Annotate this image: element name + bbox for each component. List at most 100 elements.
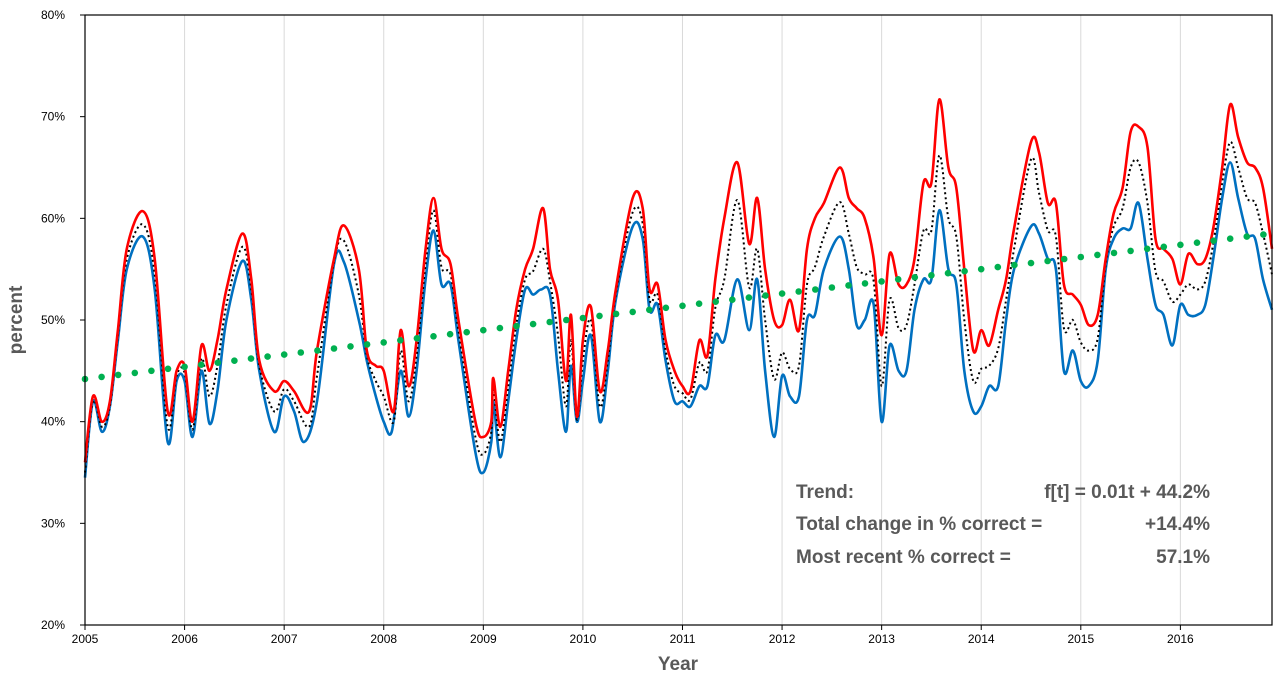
trend-point [148,367,155,375]
trend-point [579,314,587,322]
trend-point [646,306,653,314]
trend-point [944,269,952,277]
trend-point [961,267,968,275]
y-tick-label-80%: 80% [41,8,65,22]
trend-point [1243,233,1251,240]
trend-point [231,357,238,365]
trend-point [861,280,869,287]
trend-point [894,276,902,283]
trend-point [480,326,487,334]
trend-point [1210,237,1217,244]
trend-point [812,286,819,293]
trend-point [1177,241,1184,249]
trend-point [977,265,985,273]
x-tick-label-2016: 2016 [1167,632,1194,646]
trend-point [612,310,620,318]
trend-point [463,328,471,336]
y-tick-label-20%: 20% [41,618,65,632]
trend-point [729,296,736,304]
trend-point [280,351,288,358]
trend-point [596,312,603,320]
x-tick-label-2014: 2014 [968,632,995,646]
y-tick-label-70%: 70% [41,110,65,124]
x-tick-label-2015: 2015 [1067,632,1094,646]
annotation-most-recent-value: 57.1% [1156,547,1210,568]
trend-point [297,349,305,356]
trend-point [1011,261,1018,269]
trend-point [795,288,802,295]
x-tick-label-2008: 2008 [370,632,397,646]
annotation-total-change-label: Total change in % correct = [796,514,1042,535]
series-black-dotted-line [84,141,1273,473]
trend-point [397,337,404,344]
trend-point [446,330,454,338]
trend-point [712,298,719,306]
trend-point [1127,247,1134,255]
trend-point [546,318,553,326]
series-group [81,98,1274,478]
series-red-line [83,98,1274,463]
trend-point [1160,243,1168,251]
series-blue-line [83,161,1274,478]
x-tick-label-2007: 2007 [271,632,298,646]
trend-point [563,316,570,324]
trend-point [131,369,139,377]
trend-point [662,304,670,312]
annotation-most-recent-label: Most recent % correct = [796,547,1011,568]
trend-point [413,335,421,342]
trend-point [695,300,703,308]
trend-point [828,284,836,291]
trend-point [1110,249,1118,257]
x-tick-label-2013: 2013 [868,632,895,646]
y-axis-ticks: 20% 30% 40% 50% 60% 70% 80% [41,8,85,632]
trend-point [1044,257,1051,265]
x-tick-label-2005: 2005 [72,632,99,646]
trend-point [1226,235,1234,242]
trend-point [762,292,769,299]
trend-point [330,345,338,352]
x-axis-title: Year [658,654,699,675]
trend-point [164,365,172,373]
trend-point [181,363,188,371]
x-tick-label-2010: 2010 [570,632,597,646]
annotation-trend-label: Trend: [796,482,854,503]
trend-point [1143,245,1151,253]
trend-point [928,272,935,279]
trend-point [430,333,437,340]
trend-point [380,339,388,346]
trend-point [1027,259,1035,267]
trend-point [214,359,222,367]
trend-point [1077,253,1085,261]
trend-point [247,355,255,362]
annotation-trend-value: f[t] = 0.01t + 44.2% [1044,482,1210,503]
trend-point [264,353,271,360]
trend-point [629,308,636,316]
trend-point [314,347,321,354]
series-green-trend-line [81,231,1267,383]
y-tick-label-60%: 60% [41,211,65,225]
x-tick-label-2006: 2006 [171,632,198,646]
trend-point [197,361,205,369]
trend-point [347,343,354,350]
trend-point [114,371,122,379]
trend-point [1260,231,1267,238]
trend-point [98,373,105,381]
trend-point [496,324,504,332]
y-axis-title: percent [6,285,27,354]
y-tick-label-40%: 40% [41,415,65,429]
x-axis-ticks: 2005 2006 2007 2008 2009 2010 2011 2012 2013 2014… [72,625,1194,646]
trend-point [911,274,919,281]
x-tick-label-2009: 2009 [470,632,497,646]
y-tick-label-50%: 50% [41,313,65,327]
trend-point [679,302,686,310]
trend-point [1060,255,1068,263]
x-tick-label-2011: 2011 [670,632,696,646]
trend-point [1193,239,1201,246]
trend-point [1094,251,1101,259]
trend-point [363,341,371,348]
trend-point [745,294,753,301]
trend-point [513,322,520,330]
annotation-total-change-value: +14.4% [1145,514,1210,535]
